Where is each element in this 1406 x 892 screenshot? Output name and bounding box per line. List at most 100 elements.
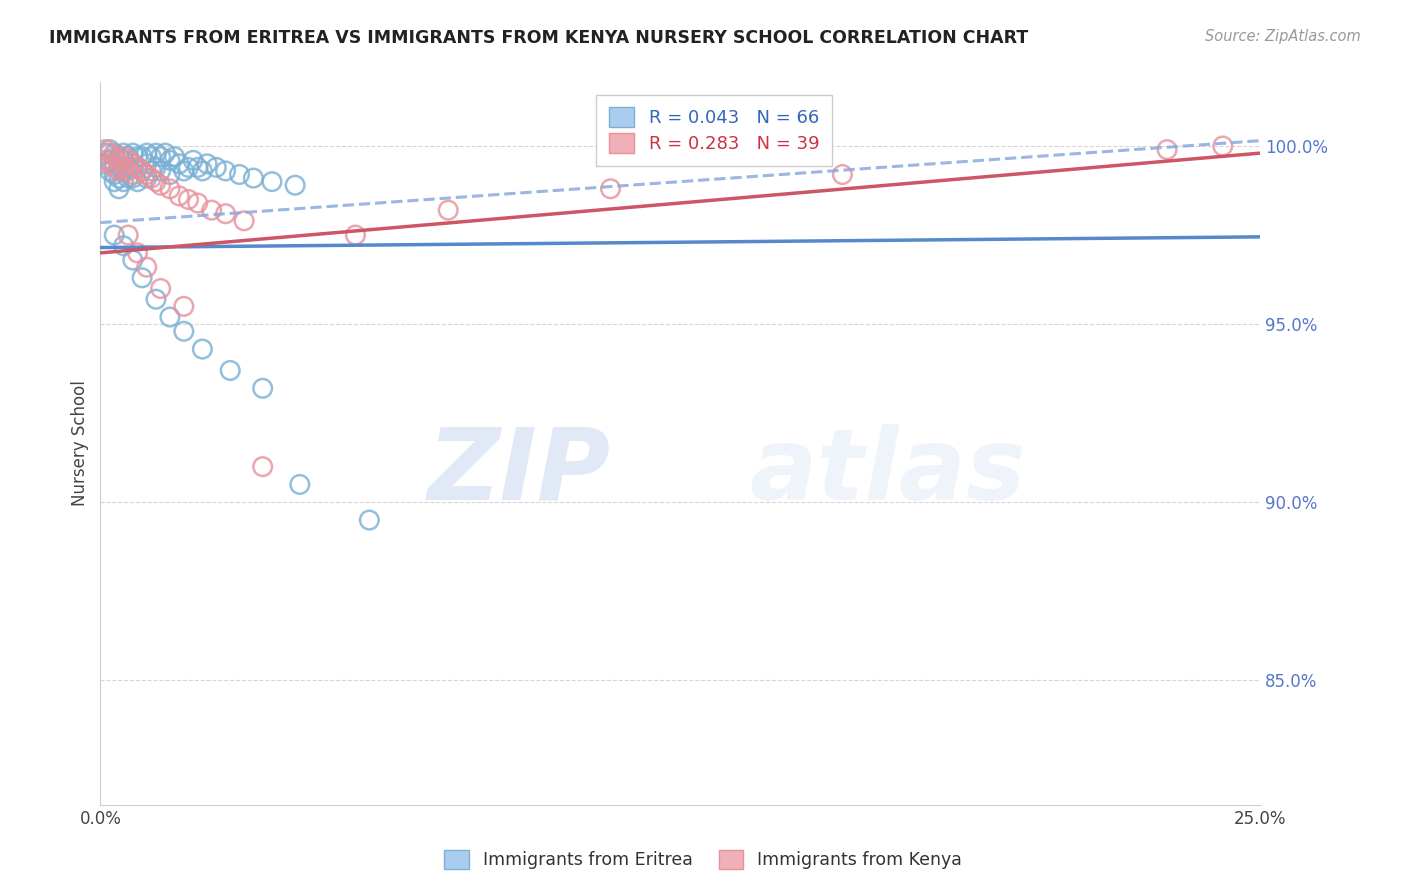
Point bbox=[108, 182, 131, 196]
Point bbox=[121, 146, 143, 161]
Point bbox=[831, 168, 853, 182]
Point bbox=[145, 292, 167, 306]
Point bbox=[127, 150, 149, 164]
Point bbox=[214, 207, 236, 221]
Point bbox=[103, 150, 125, 164]
Point bbox=[214, 164, 236, 178]
Point bbox=[98, 146, 121, 161]
Point bbox=[117, 164, 139, 178]
Point bbox=[437, 203, 460, 218]
Text: atlas: atlas bbox=[749, 424, 1026, 521]
Point bbox=[98, 157, 121, 171]
Point bbox=[173, 324, 195, 338]
Point bbox=[344, 228, 367, 243]
Point bbox=[135, 146, 157, 161]
Point bbox=[1156, 143, 1178, 157]
Point bbox=[177, 193, 200, 207]
Point bbox=[117, 153, 139, 168]
Point bbox=[131, 164, 153, 178]
Point bbox=[159, 310, 181, 324]
Point bbox=[228, 168, 250, 182]
Point bbox=[131, 164, 153, 178]
Point bbox=[159, 168, 181, 182]
Point bbox=[117, 150, 139, 164]
Point bbox=[284, 178, 307, 193]
Point bbox=[252, 381, 274, 395]
Point bbox=[205, 161, 228, 175]
Point bbox=[103, 161, 125, 175]
Point bbox=[219, 363, 242, 377]
Point bbox=[117, 228, 139, 243]
Point bbox=[155, 146, 177, 161]
Point bbox=[141, 164, 163, 178]
Point bbox=[108, 164, 131, 178]
Point bbox=[135, 168, 157, 182]
Point bbox=[103, 228, 125, 243]
Point bbox=[145, 161, 167, 175]
Point bbox=[359, 513, 381, 527]
Point bbox=[145, 146, 167, 161]
Point bbox=[112, 150, 135, 164]
Point bbox=[159, 153, 181, 168]
Point bbox=[103, 146, 125, 161]
Point bbox=[127, 161, 149, 175]
Point bbox=[98, 143, 121, 157]
Point bbox=[121, 157, 143, 171]
Point bbox=[191, 342, 214, 356]
Point bbox=[131, 150, 153, 164]
Point bbox=[127, 246, 149, 260]
Point bbox=[131, 270, 153, 285]
Legend: Immigrants from Eritrea, Immigrants from Kenya: Immigrants from Eritrea, Immigrants from… bbox=[437, 843, 969, 876]
Point bbox=[195, 157, 218, 171]
Point bbox=[141, 150, 163, 164]
Point bbox=[233, 214, 256, 228]
Point bbox=[135, 260, 157, 274]
Text: IMMIGRANTS FROM ERITREA VS IMMIGRANTS FROM KENYA NURSERY SCHOOL CORRELATION CHAR: IMMIGRANTS FROM ERITREA VS IMMIGRANTS FR… bbox=[49, 29, 1028, 46]
Point bbox=[117, 161, 139, 175]
Point bbox=[112, 164, 135, 178]
Point bbox=[108, 161, 131, 175]
Point bbox=[112, 175, 135, 189]
Point bbox=[141, 171, 163, 186]
Point bbox=[103, 175, 125, 189]
Point bbox=[121, 253, 143, 268]
Point bbox=[108, 150, 131, 164]
Point bbox=[173, 164, 195, 178]
Point bbox=[242, 171, 264, 186]
Point bbox=[149, 281, 172, 295]
Point bbox=[201, 203, 224, 218]
Point bbox=[117, 171, 139, 186]
Point bbox=[163, 150, 186, 164]
Point bbox=[187, 161, 209, 175]
Y-axis label: Nursery School: Nursery School bbox=[72, 381, 89, 507]
Point bbox=[181, 153, 204, 168]
Point bbox=[173, 299, 195, 313]
Point bbox=[191, 164, 214, 178]
Point bbox=[94, 143, 117, 157]
Point bbox=[94, 146, 117, 161]
Point bbox=[112, 153, 135, 168]
Point bbox=[599, 182, 621, 196]
Text: ZIP: ZIP bbox=[427, 424, 610, 521]
Point bbox=[98, 153, 121, 168]
Point bbox=[94, 157, 117, 171]
Point bbox=[121, 171, 143, 186]
Point bbox=[112, 146, 135, 161]
Point bbox=[108, 153, 131, 168]
Point bbox=[103, 168, 125, 182]
Point bbox=[149, 178, 172, 193]
Point bbox=[112, 239, 135, 253]
Point bbox=[1212, 139, 1234, 153]
Point bbox=[103, 157, 125, 171]
Point bbox=[167, 157, 190, 171]
Point bbox=[145, 175, 167, 189]
Point bbox=[167, 189, 190, 203]
Point bbox=[112, 161, 135, 175]
Legend: R = 0.043   N = 66, R = 0.283   N = 39: R = 0.043 N = 66, R = 0.283 N = 39 bbox=[596, 95, 832, 166]
Text: Source: ZipAtlas.com: Source: ZipAtlas.com bbox=[1205, 29, 1361, 44]
Point bbox=[149, 150, 172, 164]
Point bbox=[177, 161, 200, 175]
Point bbox=[108, 171, 131, 186]
Point bbox=[94, 153, 117, 168]
Point bbox=[288, 477, 311, 491]
